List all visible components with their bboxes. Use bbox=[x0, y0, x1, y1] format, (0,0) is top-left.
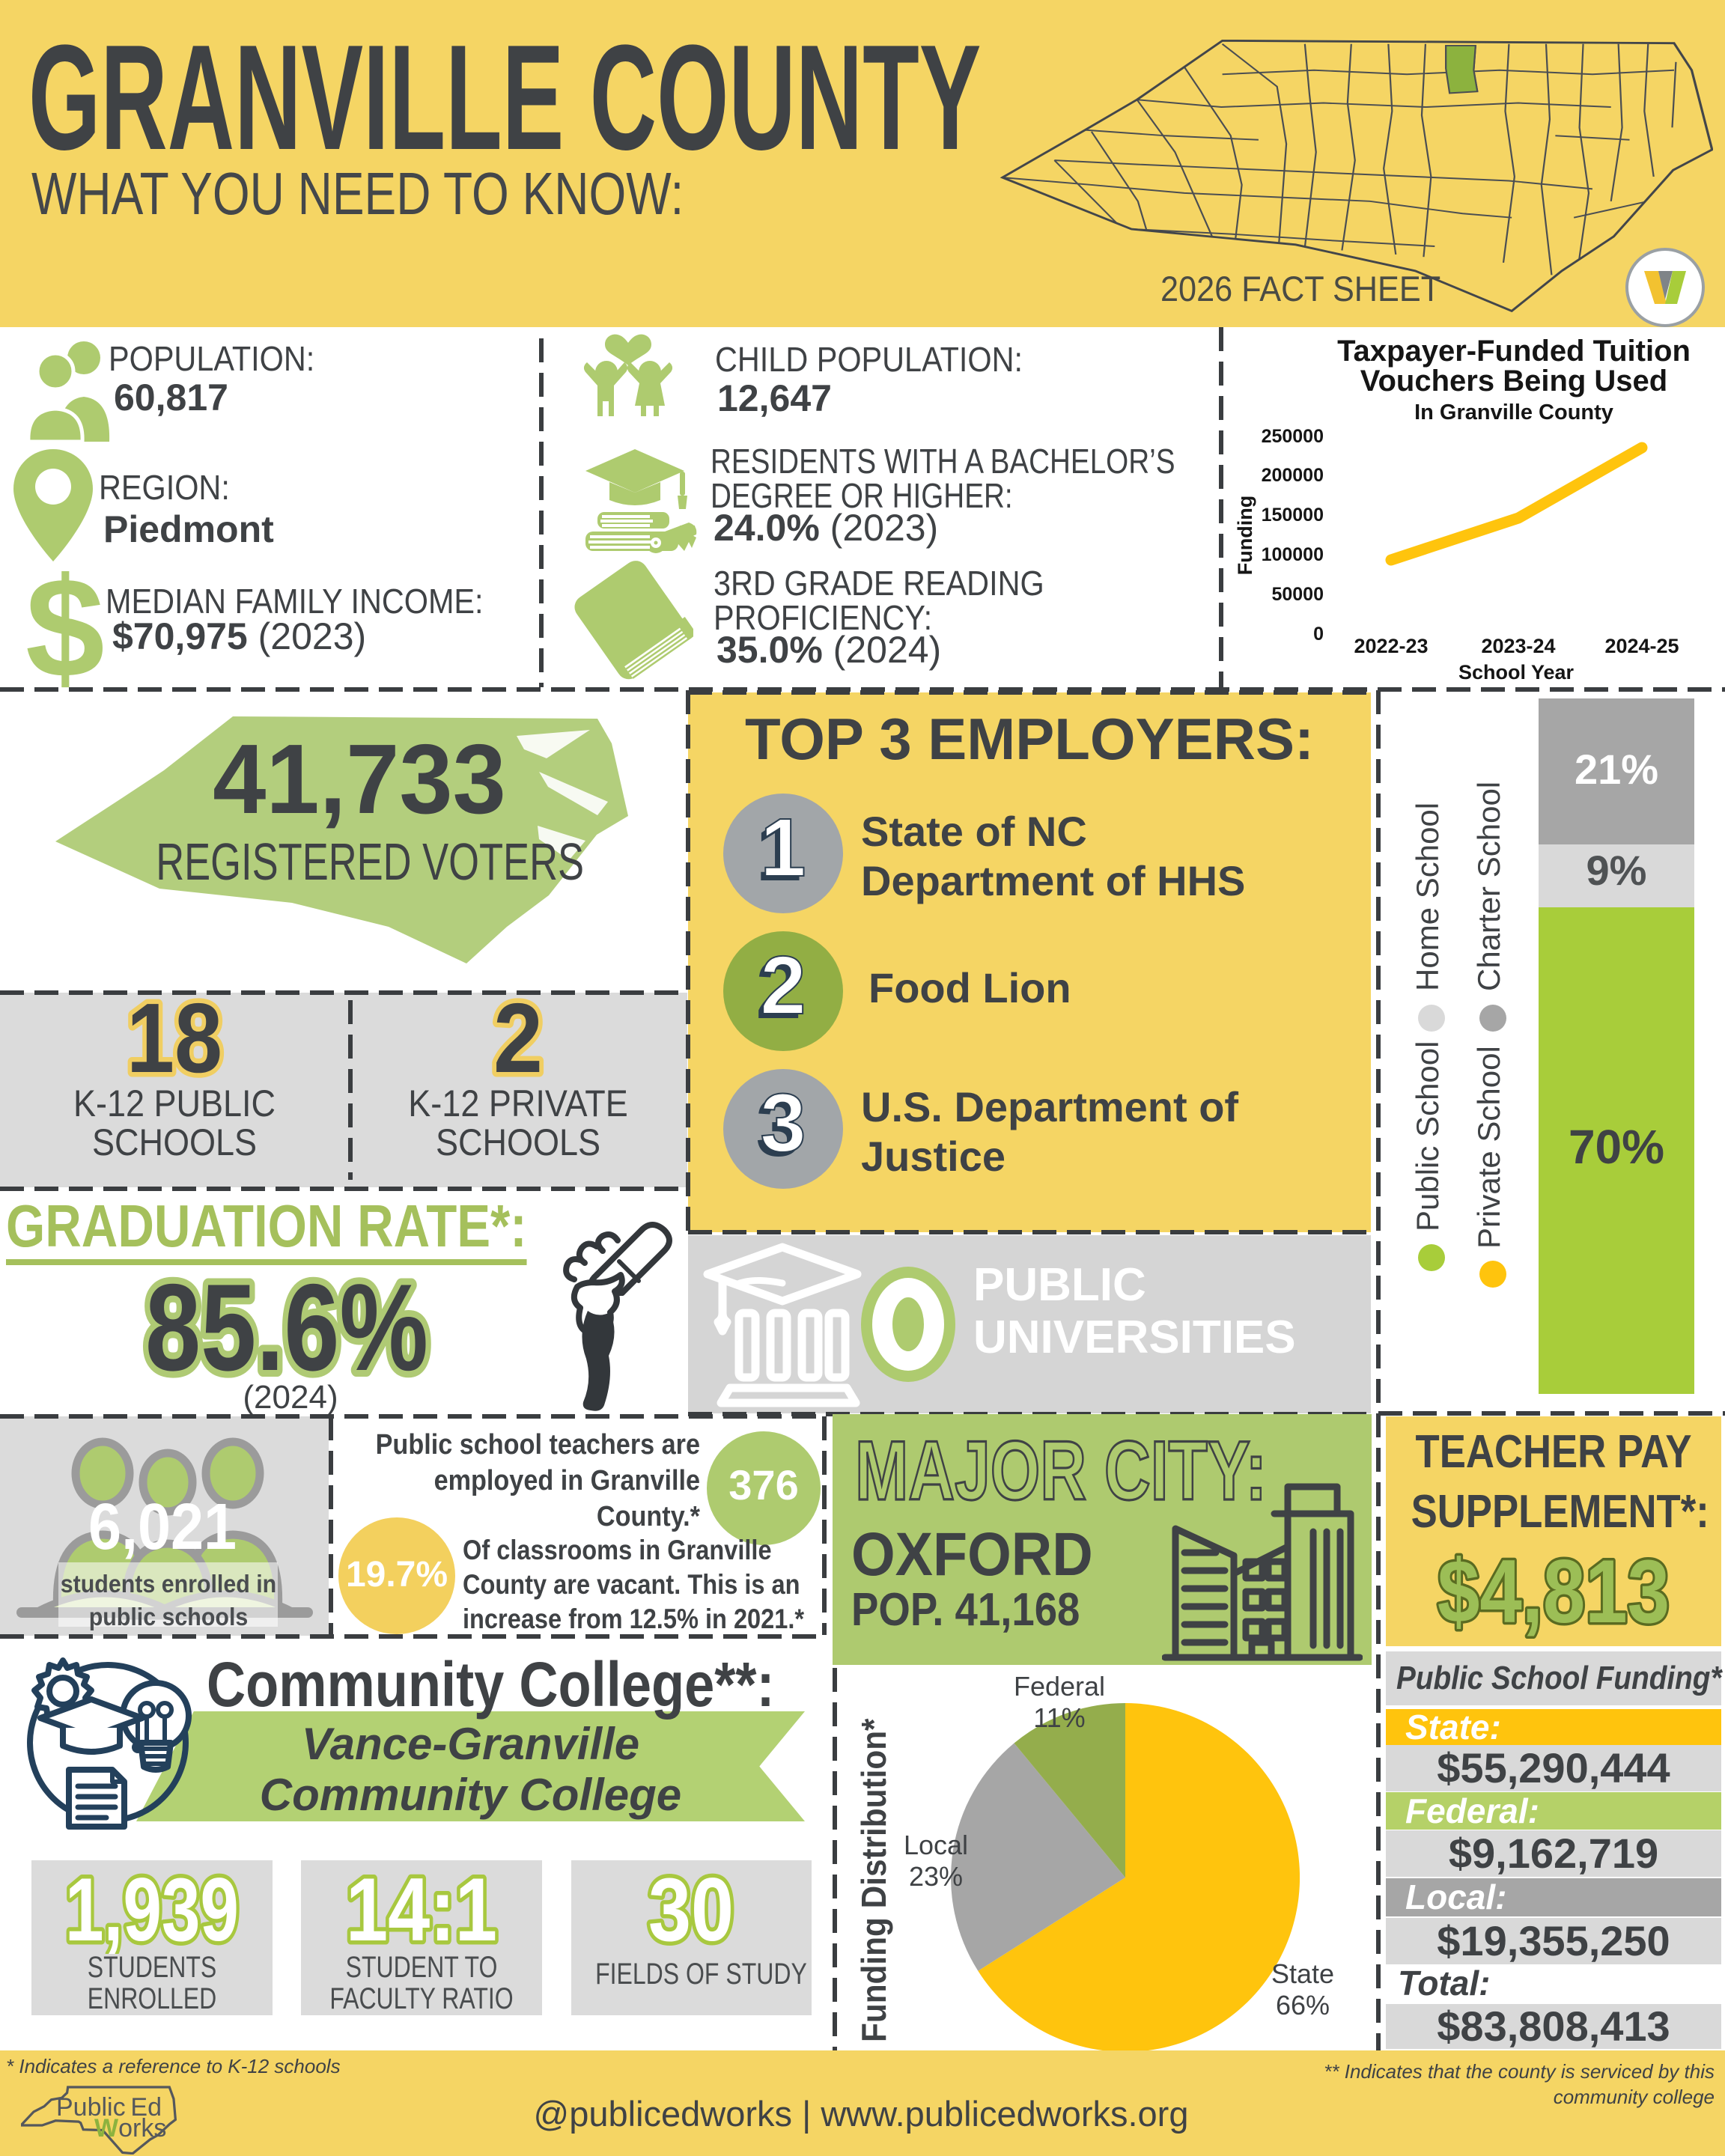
svg-text:2023-24: 2023-24 bbox=[1481, 635, 1555, 657]
svg-text:In Granville County: In Granville County bbox=[1414, 401, 1613, 424]
svg-text:100000: 100000 bbox=[1262, 544, 1324, 565]
svg-text:Vouchers Being Used: Vouchers Being Used bbox=[1360, 365, 1667, 398]
svg-text:2022-23: 2022-23 bbox=[1354, 635, 1428, 657]
svg-text:2: 2 bbox=[493, 983, 543, 1085]
svg-text:30: 30 bbox=[648, 1860, 734, 1954]
svg-text:85.6%: 85.6% bbox=[145, 1258, 428, 1392]
svg-text:Funding: Funding bbox=[1234, 496, 1256, 575]
svg-text:School Year: School Year bbox=[1458, 661, 1575, 681]
svg-text:14:1: 14:1 bbox=[346, 1860, 497, 1954]
svg-text:Taxpayer-Funded Tuition: Taxpayer-Funded Tuition bbox=[1337, 335, 1691, 368]
svg-text:2024-25: 2024-25 bbox=[1604, 635, 1679, 657]
svg-text:50000: 50000 bbox=[1271, 584, 1324, 605]
svg-text:250000: 250000 bbox=[1262, 426, 1324, 447]
svg-text:MAJOR CITY:: MAJOR CITY: bbox=[855, 1424, 1267, 1516]
svg-text:0: 0 bbox=[1313, 624, 1324, 645]
svg-text:18: 18 bbox=[127, 983, 222, 1085]
svg-text:150000: 150000 bbox=[1262, 505, 1324, 526]
svg-text:$4,813: $4,813 bbox=[1438, 1541, 1670, 1642]
svg-text:200000: 200000 bbox=[1262, 465, 1324, 486]
svg-text:1,939: 1,939 bbox=[65, 1860, 239, 1954]
